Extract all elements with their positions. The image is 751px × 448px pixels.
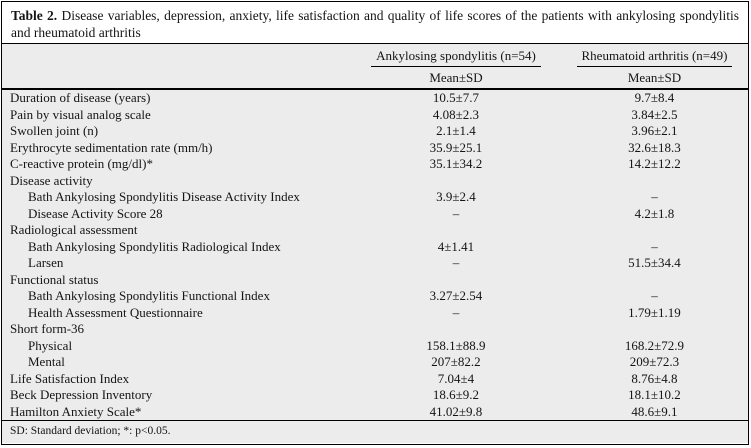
mean-sd-label-ra: Mean±SD [627,70,682,85]
ra-value: 32.6±18.3 [628,139,681,155]
row-label: Life Satisfaction Index [10,370,130,386]
ra-value: 9.7±8.4 [634,90,675,105]
table-title: Table 2. Disease variables, depression, … [2,2,748,43]
ra-value: 51.5±34.4 [628,255,681,270]
section-label: Short form-36 [10,321,85,336]
row-label: Physical [28,337,73,353]
ra-value: 209±72.3 [629,354,680,369]
table-row: Duration of disease (years) 10.5±7.7 9.7… [2,90,748,107]
table-row: Swollen joint (n) 2.1±1.4 3.96±2.1 [2,123,748,140]
row-label: Bath Ankylosing Spondylitis Disease Acti… [28,189,300,204]
ra-value: 4.2±1.8 [634,205,675,221]
table-row: Bath Ankylosing Spondylitis Functional I… [2,288,748,305]
row-label: Mental [28,354,65,369]
ra-value [562,222,747,239]
as-value [350,222,562,239]
table-row: Health Assessment Questionnaire – 1.79±1… [2,305,748,322]
row-label: Bath Ankylosing Spondylitis Functional I… [28,288,270,303]
as-value: 7.04±4 [437,370,475,386]
ra-value: – [651,288,658,303]
section-label: Disease activity [10,172,93,188]
as-value: 4±1.41 [437,238,475,254]
column-group-header-row: Ankylosing spondylitis (n=54) Rheumatoid… [2,44,748,69]
as-value [350,321,562,338]
table-row: Disease Activity Score 28 – 4.2±1.8 [2,206,748,223]
table-row: Erythrocyte sedimentation rate (mm/h) 35… [2,140,748,157]
table-section-row: Functional status [2,272,748,289]
as-value: 158.1±88.9 [426,337,486,353]
as-value: – [452,304,460,320]
body-footnote-divider [2,420,748,421]
empty-subheader-cell [2,69,350,88]
table-section-row: Short form-36 [2,321,748,338]
column-group-ra-label: Rheumatoid arthritis (n=49) [576,47,733,67]
as-value: 35.9±25.1 [429,139,483,155]
row-label: Erythrocyte sedimentation rate (mm/h) [10,139,213,155]
table-number-label: Table 2. [11,8,58,23]
ra-value [562,321,747,338]
as-value [350,272,562,289]
row-label: Hamilton Anxiety Scale* [10,403,142,419]
row-label: Swollen joint (n) [10,123,99,138]
row-label: Beck Depression Inventory [10,387,153,402]
table-row: Physical 158.1±88.9 168.2±72.9 [2,338,748,355]
row-label: C-reactive protein (mg/dl)* [10,156,153,171]
table-row: Bath Ankylosing Spondylitis Radiological… [2,239,748,256]
table-section-row: Radiological assessment [2,222,748,239]
column-group-as-label: Ankylosing spondylitis (n=54) [371,47,541,67]
table-row: Hamilton Anxiety Scale* 41.02±9.8 48.6±9… [2,404,748,421]
table-section-row: Disease activity [2,173,748,190]
as-value: 41.02±9.8 [429,403,483,419]
row-label: Duration of disease (years) [10,90,151,105]
table-row: C-reactive protein (mg/dl)* 35.1±34.2 14… [2,156,748,173]
ra-value: 18.1±10.2 [628,387,681,402]
table-row: Larsen – 51.5±34.4 [2,255,748,272]
row-label: Health Assessment Questionnaire [28,304,203,320]
as-value: – [452,205,460,221]
as-value: 2.1±1.4 [436,123,476,138]
row-label: Disease Activity Score 28 [28,205,163,221]
ra-value: 48.6±9.1 [631,403,678,419]
as-value: 10.5±7.7 [432,90,480,105]
as-value: 3.27±2.54 [429,288,483,303]
row-label: Larsen [28,255,64,270]
ra-value: 8.76±4.8 [631,370,678,386]
subheader-row: Mean±SD Mean±SD [2,69,748,88]
mean-sd-label-as: Mean±SD [429,70,483,85]
table-title-text: Disease variables, depression, anxiety, … [11,8,739,40]
as-value: 3.9±2.4 [436,189,476,204]
column-group-as: Ankylosing spondylitis (n=54) [350,44,562,69]
ra-value: 3.84±2.5 [631,106,678,122]
ra-value: 1.79±1.19 [628,304,681,320]
as-value: 18.6±9.2 [432,387,480,402]
table-row: Pain by visual analog scale 4.08±2.3 3.8… [2,107,748,124]
ra-value: 168.2±72.9 [624,337,685,353]
ra-value: 14.2±12.2 [628,156,681,171]
as-value: 35.1±34.2 [429,156,483,171]
table-row: Mental 207±82.2 209±72.3 [2,354,748,371]
table-area: Ankylosing spondylitis (n=54) Rheumatoid… [2,43,748,443]
as-value: – [452,255,460,270]
table-row: Beck Depression Inventory 18.6±9.2 18.1±… [2,387,748,404]
column-group-ra: Rheumatoid arthritis (n=49) [562,44,747,69]
ra-value: 3.96±2.1 [631,123,678,138]
footnote: SD: Standard deviation; *: p<0.05. [2,421,748,443]
ra-value [562,272,747,289]
ra-value: – [651,238,658,254]
as-value: 207±82.2 [431,354,481,369]
header-body-divider [2,88,748,90]
table-row: Life Satisfaction Index 7.04±4 8.76±4.8 [2,371,748,388]
section-label: Functional status [10,271,99,287]
row-label: Bath Ankylosing Spondylitis Radiological… [28,238,281,254]
section-label: Radiological assessment [10,222,138,237]
as-value [350,173,562,190]
ra-value: – [651,189,658,204]
ra-value [562,173,747,190]
as-value: 4.08±2.3 [432,106,480,122]
row-label: Pain by visual analog scale [10,106,151,122]
table-body: Duration of disease (years) 10.5±7.7 9.7… [2,90,748,420]
empty-header-cell [2,44,350,69]
table-row: Bath Ankylosing Spondylitis Disease Acti… [2,189,748,206]
